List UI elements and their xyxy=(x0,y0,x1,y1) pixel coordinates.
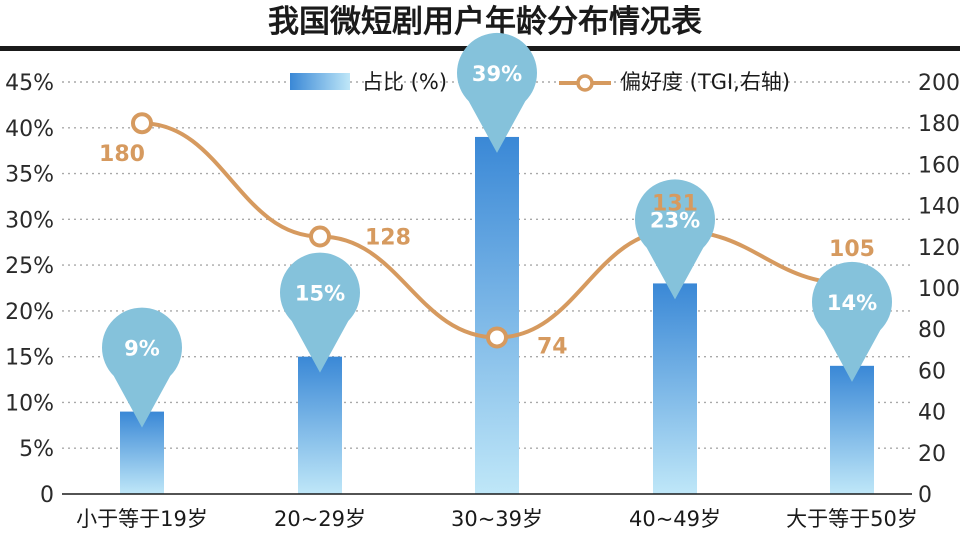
right-tick-label: 100 xyxy=(918,277,960,302)
bar-value-label: 23% xyxy=(650,208,700,232)
left-tick-label: 10% xyxy=(5,391,54,416)
tgi-value-label: 128 xyxy=(365,226,411,251)
bar-value-label: 15% xyxy=(295,282,345,306)
bar xyxy=(653,283,697,494)
left-tick-label: 5% xyxy=(19,437,54,462)
category-label: 40~49岁 xyxy=(629,507,721,531)
pin-marker xyxy=(635,179,715,300)
tgi-value-label: 180 xyxy=(99,142,145,167)
legend-bar-swatch xyxy=(290,73,350,90)
bar-value-label: 39% xyxy=(472,62,522,86)
category-labels: 小于等于19岁 20~29岁 30~39岁 40~49岁 大于等于50岁 xyxy=(76,507,918,531)
bar-value-label: 9% xyxy=(124,337,160,361)
left-tick-label: 15% xyxy=(5,346,54,371)
left-axis-ticks: 0 5% 10% 15% 20% 25% 30% 35% 40% 45% xyxy=(5,71,54,508)
tgi-labels: 180 128 74 131 105 xyxy=(99,142,875,359)
right-tick-label: 120 xyxy=(918,236,960,261)
tgi-value-label: 105 xyxy=(829,237,875,262)
right-tick-label: 20 xyxy=(918,442,946,467)
right-tick-label: 160 xyxy=(918,153,960,178)
left-tick-label: 40% xyxy=(5,117,54,142)
category-label: 20~29岁 xyxy=(274,507,366,531)
left-tick-label: 25% xyxy=(5,254,54,279)
legend-line-marker xyxy=(576,74,594,92)
legend: 占比 (%) 偏好度 (TGI,右轴) xyxy=(290,70,790,94)
legend-bar-label: 占比 (%) xyxy=(362,70,447,94)
tgi-point xyxy=(131,112,153,135)
pin-marker xyxy=(102,307,182,428)
tgi-point xyxy=(486,326,508,349)
pin-marker xyxy=(280,252,360,373)
left-tick-label: 30% xyxy=(5,208,54,233)
right-tick-label: 200 xyxy=(918,71,960,96)
pin-marker xyxy=(812,261,892,382)
right-tick-label: 80 xyxy=(918,318,946,343)
category-label: 小于等于19岁 xyxy=(76,507,208,531)
pin-marker xyxy=(457,32,538,153)
gridlines xyxy=(62,81,912,449)
category-label: 大于等于50岁 xyxy=(786,507,918,531)
left-tick-label: 0 xyxy=(40,483,54,508)
bar xyxy=(298,356,342,494)
right-tick-label: 140 xyxy=(918,195,960,220)
tgi-point xyxy=(309,225,331,248)
right-tick-label: 40 xyxy=(918,401,946,426)
left-tick-label: 35% xyxy=(5,163,54,188)
bar-value-label: 14% xyxy=(827,291,877,315)
bar-series xyxy=(120,136,874,494)
left-tick-label: 20% xyxy=(5,300,54,325)
bar-pins: 9% 15% 39% 23% 14% xyxy=(102,32,892,428)
bar xyxy=(830,365,874,494)
right-tick-label: 180 xyxy=(918,112,960,137)
category-label: 30~39岁 xyxy=(451,507,543,531)
chart-title: 我国微短剧用户年龄分布情况表 xyxy=(268,4,702,40)
bar xyxy=(475,136,519,494)
right-tick-label: 60 xyxy=(918,359,946,384)
legend-line-label: 偏好度 (TGI,右轴) xyxy=(620,70,790,94)
tgi-value-label: 131 xyxy=(652,191,698,216)
right-tick-label: 0 xyxy=(918,483,932,508)
tgi-value-label: 74 xyxy=(537,334,568,359)
right-axis-ticks: 0 20 40 60 80 100 120 140 160 180 200 xyxy=(918,71,960,508)
left-tick-label: 45% xyxy=(5,71,54,96)
